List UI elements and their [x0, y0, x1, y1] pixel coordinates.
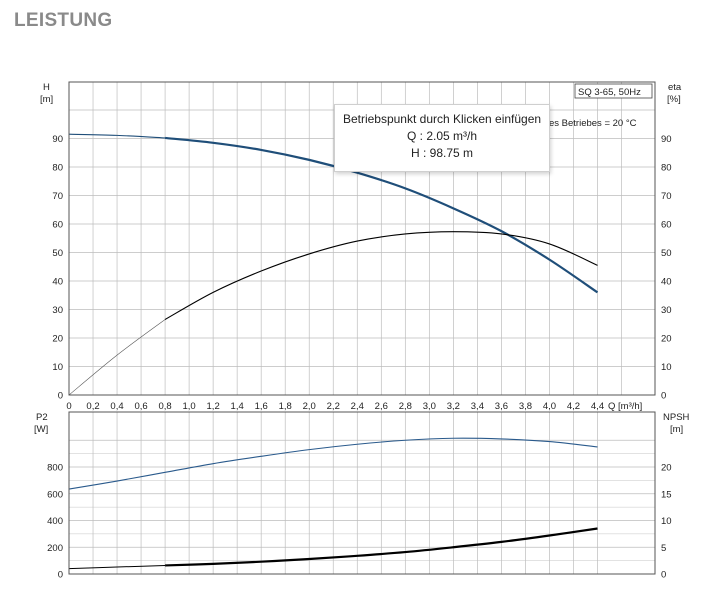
y-axis-unit-p2: [W]	[34, 424, 48, 435]
bottom-curves	[68, 437, 598, 570]
y-tick-label-p2: 800	[47, 463, 63, 474]
y-tick-label-npsh: 15	[661, 489, 672, 500]
npsh-curve-line	[68, 564, 166, 570]
x-tick-label: 1,8	[279, 401, 292, 412]
tooltip-flow-value: Q : 2.05 m³/h	[406, 129, 478, 143]
y-axis-unit-eta: [%]	[667, 94, 681, 105]
y-tick-label-h: 20	[52, 334, 63, 345]
y-tick-label-eta: 50	[661, 248, 672, 259]
frames	[68, 81, 656, 575]
h-curve-line	[164, 136, 599, 294]
y-axis-title-npsh: NPSH	[663, 412, 690, 423]
x-tick-label: 3,8	[519, 401, 532, 412]
top-plot-frame	[68, 81, 656, 396]
bottom-plot-frame	[68, 411, 656, 575]
h-curve-line	[68, 133, 166, 139]
y-tick-label-eta: 20	[661, 334, 672, 345]
x-tick-label: 4,2	[567, 401, 580, 412]
y-axis-title-eta: eta	[668, 82, 682, 93]
y-tick-label-npsh: 5	[661, 543, 666, 554]
x-tick-label: 0,4	[110, 401, 123, 412]
y-axis-unit-h: [m]	[40, 94, 53, 105]
y-tick-label-eta: 80	[661, 163, 672, 174]
x-tick-label: 3,6	[495, 401, 508, 412]
y-tick-label-eta: 30	[661, 305, 672, 316]
x-tick-label: 0,8	[158, 401, 171, 412]
operating-point-tooltip: Betriebspunkt durch Klicken einfügen Q :…	[334, 104, 550, 172]
x-tick-label: 2,8	[399, 401, 412, 412]
x-tick-label: 1,2	[207, 401, 220, 412]
y-tick-label-p2: 600	[47, 489, 63, 500]
page-title: LEISTUNG	[14, 10, 113, 31]
eta-curve-line	[164, 231, 598, 320]
x-tick-label: 0,6	[134, 401, 147, 412]
y-tick-label-h: 70	[52, 191, 63, 202]
y-tick-label-eta: 10	[661, 362, 672, 373]
y-tick-label-h: 60	[52, 220, 63, 231]
legend-box-label: SQ 3-65, 50Hz	[578, 87, 641, 98]
y-axis-title-p2: P2	[36, 412, 48, 423]
y-tick-label-h: 0	[58, 391, 63, 402]
y-tick-label-p2: 400	[47, 516, 63, 527]
y-tick-label-npsh: 0	[661, 570, 666, 581]
y-tick-label-eta: 70	[661, 191, 672, 202]
axis-labels: 0 0,2 0,4 0,6 0,8 1,0 1,2 1,4 1,6 1,8 2,0 2,2 2,4 2,6…	[47, 134, 671, 581]
tooltip-head-value: H : 98.75 m	[410, 146, 474, 160]
y-tick-label-eta: 90	[661, 134, 672, 145]
y-axis-unit-npsh: [m]	[670, 424, 683, 435]
y-tick-label-h: 10	[52, 362, 63, 373]
y-tick-label-npsh: 20	[661, 463, 672, 474]
x-axis-title: Q [m³/h]	[608, 401, 642, 412]
x-tick-label: 3,4	[471, 401, 484, 412]
x-tick-label: 1,4	[231, 401, 244, 412]
x-tick-label: 2,2	[327, 401, 340, 412]
tooltip-instruction: Betriebspunkt durch Klicken einfügen	[342, 112, 542, 126]
top-curves	[68, 133, 599, 396]
y-tick-label-h: 30	[52, 305, 63, 316]
x-tick-label: 3,0	[423, 401, 436, 412]
x-tick-label: 4,0	[543, 401, 556, 412]
eta-curve-line	[68, 319, 166, 396]
x-tick-label: 1,6	[255, 401, 268, 412]
x-tick-label: 1,0	[183, 401, 196, 412]
p2-curve-line	[68, 437, 598, 490]
y-tick-label-h: 40	[52, 277, 63, 288]
legend-box	[574, 83, 653, 99]
y-tick-label-h: 50	[52, 248, 63, 259]
y-tick-label-h: 90	[52, 134, 63, 145]
y-tick-label-p2: 0	[58, 570, 63, 581]
y-tick-label-eta: 0	[661, 391, 666, 402]
npsh-curve-line	[165, 527, 598, 567]
x-tick-label: 2,4	[351, 401, 364, 412]
x-tick-label: 4,4	[591, 401, 604, 412]
y-tick-label-eta: 40	[661, 277, 672, 288]
x-tick-label: 0,2	[86, 401, 99, 412]
x-tick-label: 0	[66, 401, 71, 412]
y-tick-label-p2: 200	[47, 543, 63, 554]
x-tick-label: 2,0	[303, 401, 316, 412]
y-tick-label-eta: 60	[661, 220, 672, 231]
y-axis-title-h: H	[43, 82, 50, 93]
y-tick-label-npsh: 10	[661, 516, 672, 527]
temperature-annotation: es Betriebes = 20 °C	[549, 118, 637, 129]
bottom-grid	[68, 412, 655, 575]
x-tick-label: 2,6	[375, 401, 388, 412]
x-tick-label: 3,2	[447, 401, 460, 412]
y-tick-label-h: 80	[52, 163, 63, 174]
